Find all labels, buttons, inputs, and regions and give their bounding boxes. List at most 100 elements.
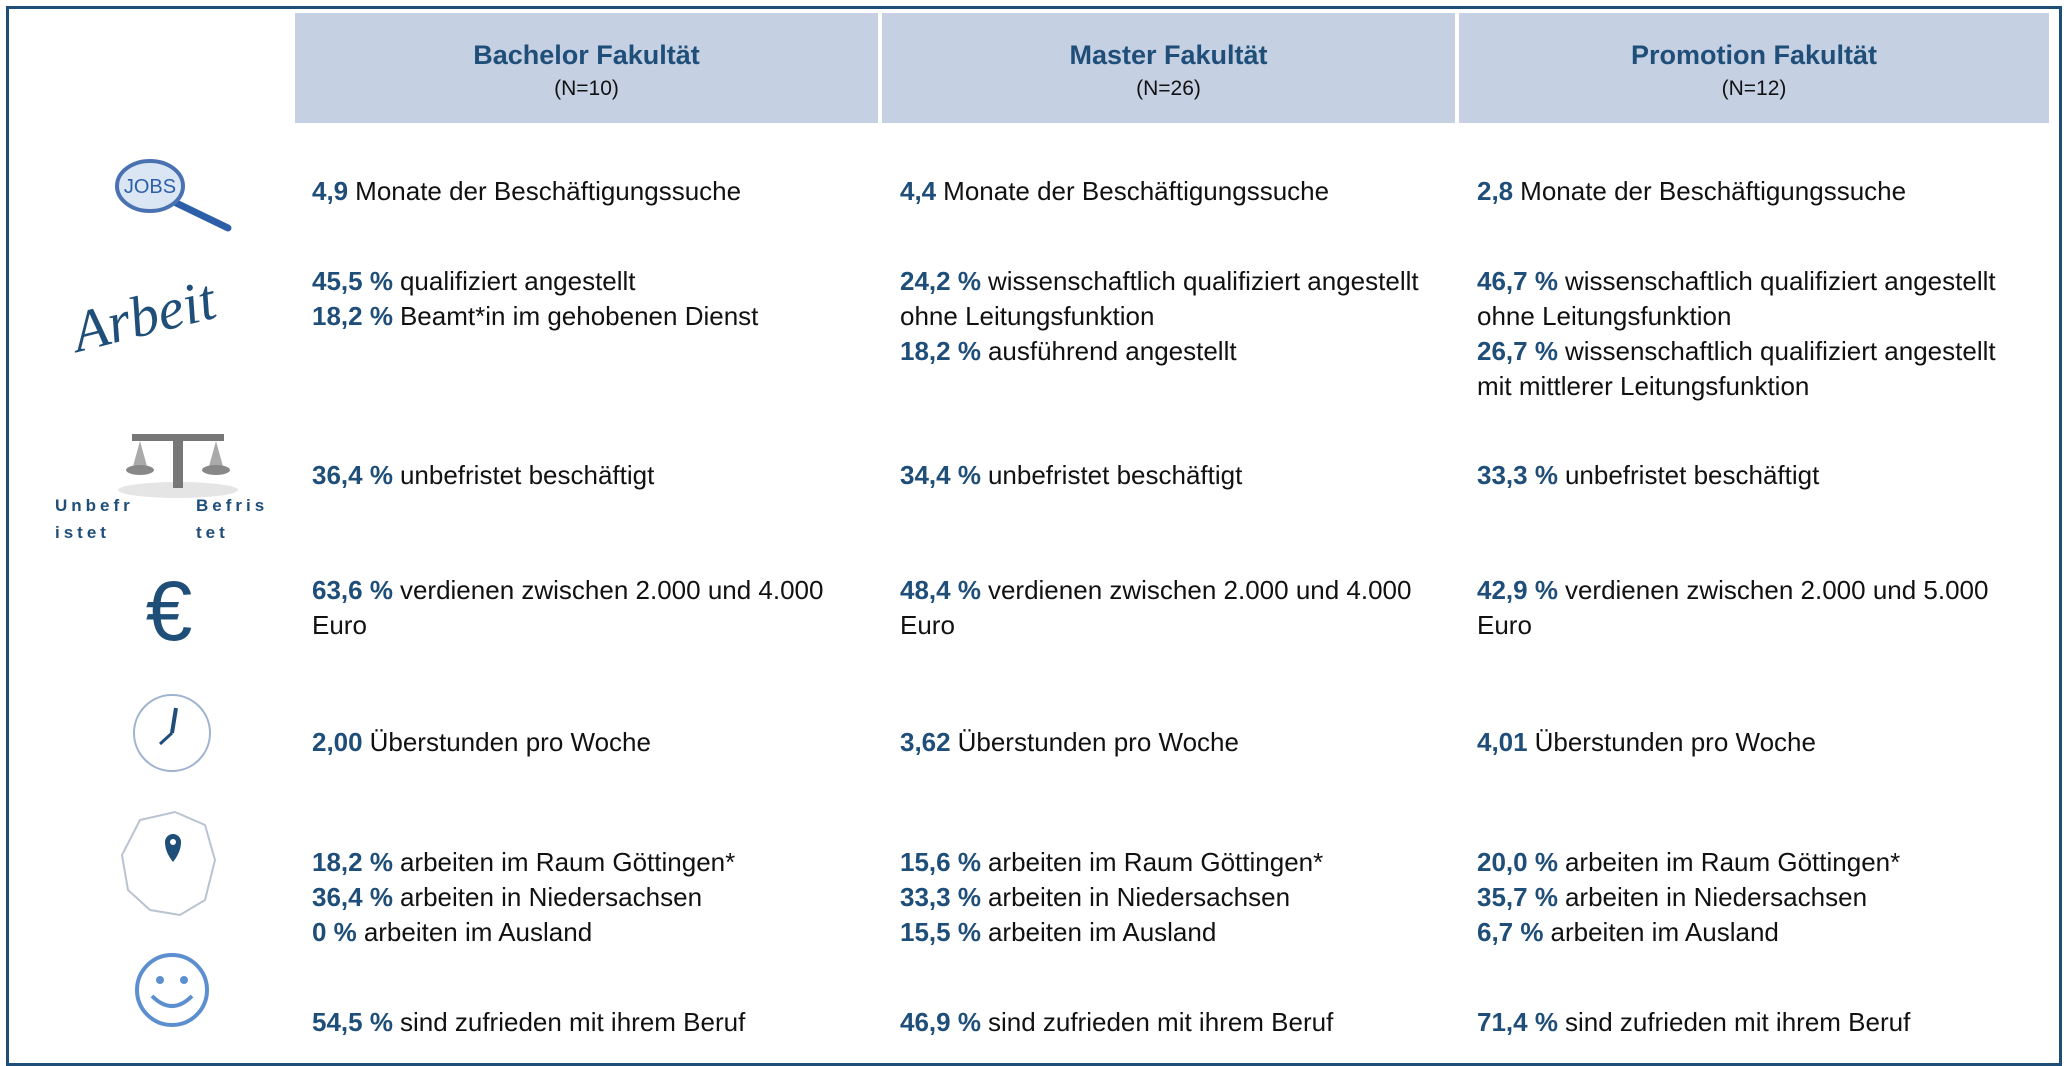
icons: JOBS Arbeit €: [62, 159, 238, 1027]
header-cell: Master Fakultät (N=26): [882, 13, 1455, 123]
cell: 36,4 % unbefristet beschäftigt: [312, 458, 654, 493]
cell: 4,9 Monate der Beschäftigungssuche: [312, 174, 741, 209]
euro-label: €: [146, 564, 193, 658]
value: 46,9 %: [900, 1007, 981, 1037]
cell: 4,4 Monate der Beschäftigungssuche: [900, 174, 1329, 209]
column-title: Promotion Fakultät: [1630, 40, 1877, 70]
cell: 63,6 % verdienen zwischen 2.000 und 4.000…: [312, 573, 823, 643]
cell: 2,00 Überstunden pro Woche: [312, 725, 651, 760]
scale-icon: [118, 434, 238, 498]
line: 4,9 Monate der Beschäftigungssuche: [312, 174, 741, 209]
line: 63,6 % verdienen zwischen 2.000 und 4.000: [312, 573, 823, 608]
cell: 42,9 % verdienen zwischen 2.000 und 5.000…: [1477, 573, 1988, 643]
value: 3,62: [900, 727, 951, 757]
column-title: Bachelor Fakultät: [473, 40, 700, 70]
cell: 2,8 Monate der Beschäftigungssuche: [1477, 174, 1906, 209]
text: Überstunden pro Woche: [369, 727, 651, 757]
text: qualifiziert angestellt: [399, 266, 636, 296]
line: 0 % arbeiten im Ausland: [312, 915, 735, 950]
line: 15,6 % arbeiten im Raum Göttingen*: [900, 845, 1323, 880]
text: sind zufrieden mit ihrem Beruf: [399, 1007, 746, 1037]
text: wissenschaftlich qualifiziert angestellt: [987, 266, 1419, 296]
column-title: Master Fakultät: [1069, 40, 1268, 70]
cell: 33,3 % unbefristet beschäftigt: [1477, 458, 1819, 493]
value: 54,5 %: [312, 1007, 393, 1037]
line: 2,00 Überstunden pro Woche: [312, 725, 651, 760]
line: Euro: [1477, 608, 1988, 643]
value: 45,5 %: [312, 266, 393, 296]
header-cell: Promotion Fakultät (N=12): [1459, 13, 2049, 123]
line: 18,2 % ausführend angestellt: [900, 334, 1419, 369]
jobs-label: JOBS: [124, 176, 176, 198]
icon-label: Unbefristet: [55, 496, 134, 542]
value: 6,7 %: [1477, 917, 1544, 947]
line: 71,4 % sind zufrieden mit ihrem Beruf: [1477, 1005, 1910, 1040]
clock-icon: [133, 694, 211, 772]
value: 33,3 %: [1477, 460, 1558, 490]
line: 24,2 % wissenschaftlich qualifiziert ange…: [900, 264, 1419, 299]
value: 36,4 %: [312, 460, 393, 490]
cell: 54,5 % sind zufrieden mit ihrem Beruf: [312, 1005, 745, 1040]
value: 20,0 %: [1477, 847, 1558, 877]
icon-label: Befristet: [196, 496, 269, 542]
value: 4,9: [312, 176, 349, 206]
text: arbeiten im Raum Göttingen*: [1564, 847, 1901, 877]
text: arbeiten im Raum Göttingen*: [987, 847, 1324, 877]
jobs-icon: JOBS: [115, 159, 232, 232]
text: unbefristet beschäftigt: [399, 460, 655, 490]
text: Monate der Beschäftigungssuche: [943, 176, 1330, 206]
line: 18,2 % Beamt*in im gehobenen Dienst: [312, 299, 758, 334]
line: 54,5 % sind zufrieden mit ihrem Beruf: [312, 1005, 745, 1040]
text: verdienen zwischen 2.000 und 5.000: [1564, 575, 1989, 605]
line: ohne Leitungsfunktion: [1477, 299, 1996, 334]
line: 48,4 % verdienen zwischen 2.000 und 4.000: [900, 573, 1411, 608]
value: 18,2 %: [312, 301, 393, 331]
line: 4,01 Überstunden pro Woche: [1477, 725, 1816, 760]
value: 36,4 %: [312, 882, 393, 912]
value: 35,7 %: [1477, 882, 1558, 912]
cell: 3,62 Überstunden pro Woche: [900, 725, 1239, 760]
value: 18,2 %: [900, 336, 981, 366]
cell: 34,4 % unbefristet beschäftigt: [900, 458, 1242, 493]
line: mit mittlerer Leitungsfunktion: [1477, 369, 1996, 404]
cell: 71,4 % sind zufrieden mit ihrem Beruf: [1477, 1005, 1910, 1040]
text: unbefristet beschäftigt: [987, 460, 1243, 490]
line: 36,4 % arbeiten in Niedersachsen: [312, 880, 735, 915]
column-n: (N=10): [554, 77, 619, 100]
value: 2,8: [1477, 176, 1514, 206]
line: 46,7 % wissenschaftlich qualifiziert ange…: [1477, 264, 1996, 299]
text: Beamt*in im gehobenen Dienst: [399, 301, 759, 331]
text: ausführend angestellt: [987, 336, 1237, 366]
smiley-icon: [135, 953, 209, 1027]
text: sind zufrieden mit ihrem Beruf: [1564, 1007, 1911, 1037]
value: 33,3 %: [900, 882, 981, 912]
cell: 18,2 % arbeiten im Raum Göttingen* 36,4 % a…: [312, 845, 735, 950]
text: sind zufrieden mit ihrem Beruf: [987, 1007, 1334, 1037]
value: 18,2 %: [312, 847, 393, 877]
value: 71,4 %: [1477, 1007, 1558, 1037]
text: arbeiten in Niedersachsen: [1564, 882, 1868, 912]
text: Euro: [312, 610, 367, 640]
value: 15,6 %: [900, 847, 981, 877]
text: verdienen zwischen 2.000 und 4.000: [399, 575, 824, 605]
cell: 24,2 % wissenschaftlich qualifiziert ange…: [900, 264, 1419, 369]
line: Euro: [312, 608, 823, 643]
text: arbeiten im Ausland: [363, 917, 593, 947]
text: arbeiten in Niedersachsen: [399, 882, 703, 912]
line: 35,7 % arbeiten in Niedersachsen: [1477, 880, 1900, 915]
line: 2,8 Monate der Beschäftigungssuche: [1477, 174, 1906, 209]
cell: 20,0 % arbeiten im Raum Göttingen* 35,7 % a…: [1477, 845, 1900, 950]
value: 46,7 %: [1477, 266, 1558, 296]
cell: 46,9 % sind zufrieden mit ihrem Beruf: [900, 1005, 1333, 1040]
cell: 48,4 % verdienen zwischen 2.000 und 4.000…: [900, 573, 1411, 643]
text: Überstunden pro Woche: [1534, 727, 1816, 757]
text: arbeiten im Ausland: [987, 917, 1217, 947]
cell: 46,7 % wissenschaftlich qualifiziert ange…: [1477, 264, 1996, 404]
value: 24,2 %: [900, 266, 981, 296]
text: Euro: [1477, 610, 1532, 640]
text: ohne Leitungsfunktion: [1477, 301, 1732, 331]
line: 36,4 % unbefristet beschäftigt: [312, 458, 654, 493]
text: arbeiten in Niedersachsen: [987, 882, 1291, 912]
column-n: (N=12): [1721, 77, 1787, 100]
